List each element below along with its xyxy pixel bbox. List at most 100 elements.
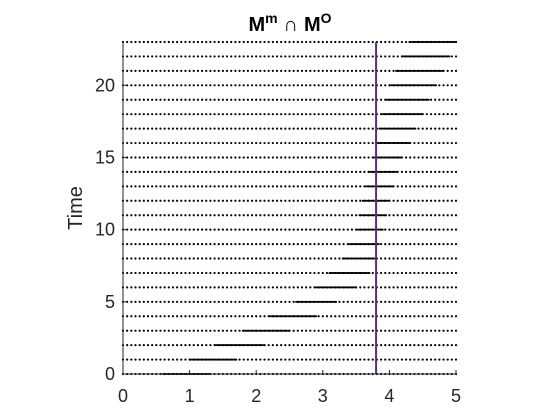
data-point <box>280 257 283 260</box>
data-point <box>138 286 141 289</box>
data-point <box>155 199 158 202</box>
data-point <box>217 40 220 44</box>
data-point <box>404 228 408 231</box>
data-point <box>238 84 241 87</box>
data-point <box>409 271 412 275</box>
data-point <box>330 113 333 116</box>
data-point <box>255 40 258 44</box>
data-point <box>325 156 329 159</box>
data-point <box>425 141 428 145</box>
data-point <box>421 300 424 303</box>
data-point <box>280 286 283 289</box>
data-point <box>259 257 262 260</box>
data-point <box>363 98 366 101</box>
data-point <box>163 358 166 361</box>
data-point <box>213 98 216 101</box>
data-point <box>138 214 141 217</box>
data-point <box>321 242 324 246</box>
data-point <box>225 98 229 101</box>
data-point <box>259 286 262 289</box>
data-point <box>305 257 308 260</box>
data-point <box>292 271 295 275</box>
data-point <box>446 170 449 174</box>
data-point <box>388 257 391 260</box>
data-point <box>238 69 241 72</box>
data-point <box>325 358 329 361</box>
data-point <box>134 141 137 145</box>
data-point <box>429 228 433 231</box>
data-point <box>250 84 254 87</box>
data-point <box>146 141 150 145</box>
data-point <box>217 228 220 231</box>
data-point <box>342 329 345 332</box>
data-point <box>342 69 345 72</box>
data-point <box>388 242 391 246</box>
data-point <box>429 156 433 159</box>
data-point <box>313 329 316 332</box>
data-point <box>288 84 291 87</box>
data-point <box>213 156 216 159</box>
data-point <box>292 170 295 174</box>
data-point <box>205 40 208 44</box>
data-point <box>213 141 216 145</box>
data-point <box>350 156 354 159</box>
data-point <box>284 199 287 202</box>
data-point <box>188 344 191 347</box>
data-point <box>288 300 291 303</box>
data-point <box>346 214 349 217</box>
data-point <box>271 98 274 101</box>
data-point <box>305 286 308 289</box>
data-point <box>234 113 237 116</box>
data-point <box>425 185 428 188</box>
data-point <box>325 98 329 101</box>
data-point <box>225 156 229 159</box>
data-point <box>250 55 254 58</box>
data-point <box>325 69 329 72</box>
data-point <box>184 271 187 275</box>
data-point <box>259 40 262 44</box>
data-point <box>171 40 175 44</box>
data-point <box>138 84 141 87</box>
data-point <box>255 271 258 275</box>
data-point <box>255 98 258 101</box>
data-point <box>275 69 279 72</box>
data-point <box>221 69 224 72</box>
data-point <box>138 199 141 202</box>
data-point <box>221 141 224 145</box>
data-point <box>321 271 324 275</box>
data-point <box>288 40 291 44</box>
data-point <box>180 98 183 101</box>
data-point <box>130 156 133 159</box>
data-point <box>300 286 304 289</box>
data-point <box>338 141 341 145</box>
data-point <box>288 214 291 217</box>
data-point <box>221 40 224 44</box>
data-point <box>292 156 295 159</box>
data-point <box>379 113 383 116</box>
data-point <box>413 170 416 174</box>
data-point <box>192 242 195 246</box>
data-point <box>271 242 274 246</box>
data-point <box>421 315 424 318</box>
data-point <box>138 257 141 260</box>
data-point <box>263 141 266 145</box>
data-point <box>280 300 283 303</box>
data-point <box>280 141 283 145</box>
data-point <box>142 127 145 130</box>
data-point <box>196 199 200 202</box>
data-point <box>300 127 304 130</box>
data-point <box>246 228 249 231</box>
data-point <box>342 40 345 44</box>
time-level-row <box>121 329 458 332</box>
data-point <box>275 98 279 101</box>
data-point <box>367 156 370 159</box>
data-point <box>317 69 320 72</box>
data-point <box>450 156 453 159</box>
data-point <box>159 170 162 174</box>
data-point <box>217 300 220 303</box>
data-point <box>413 199 416 202</box>
data-point <box>305 113 308 116</box>
time-level-row <box>121 228 458 231</box>
data-point <box>159 228 162 231</box>
data-point <box>192 271 195 275</box>
